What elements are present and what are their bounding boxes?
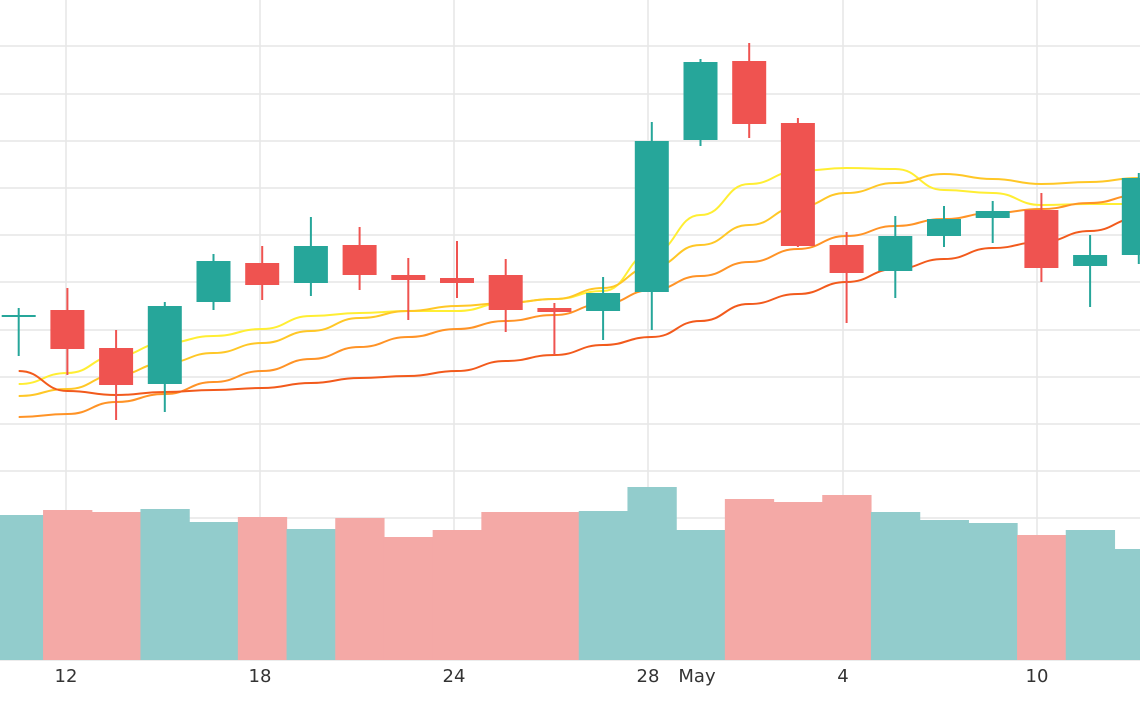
candle	[780, 118, 815, 247]
candle	[1073, 235, 1108, 307]
volume-bar	[530, 512, 580, 660]
candle-body	[147, 306, 182, 384]
candle	[537, 303, 572, 355]
volume-bar	[335, 518, 385, 660]
candle-body	[1, 315, 36, 317]
candle-body	[342, 245, 377, 275]
x-tick-label: 28	[637, 666, 660, 687]
volume-bar	[91, 512, 142, 660]
volume-bar	[237, 517, 288, 660]
x-tick-label: 12	[55, 666, 78, 687]
candle-body	[1024, 210, 1059, 268]
volume-bar	[919, 520, 969, 660]
candle	[975, 201, 1010, 243]
candle	[829, 232, 864, 323]
candle	[1024, 193, 1059, 282]
candle-body	[1121, 178, 1140, 255]
candle	[196, 254, 231, 310]
volume-bar	[676, 530, 726, 660]
volume-bar	[870, 512, 921, 660]
candle-body	[878, 236, 913, 271]
volume-bar	[627, 487, 677, 660]
candle-body	[586, 293, 621, 311]
x-tick-label: 10	[1026, 666, 1049, 687]
candle	[683, 59, 718, 146]
volume-bar	[724, 499, 775, 660]
candle-body	[683, 62, 718, 140]
moving-average-lines	[18, 166, 1139, 418]
volume-bar	[1017, 535, 1067, 660]
volume-bar	[822, 495, 872, 660]
candle-body	[927, 219, 961, 236]
candle-body	[488, 275, 523, 310]
moving-average-line	[18, 172, 1139, 397]
candle-body	[975, 211, 1010, 218]
volume-bar	[286, 529, 336, 660]
candle-body	[537, 308, 572, 312]
candle-body	[196, 261, 231, 302]
x-tick-label: 18	[249, 666, 272, 687]
volume-bar	[383, 537, 434, 660]
volume-bars	[0, 487, 1140, 660]
candle-body	[245, 263, 280, 285]
candle	[342, 227, 377, 290]
candle-body	[732, 61, 767, 124]
x-axis: 12 18 24 28 May 4 10	[55, 666, 1049, 687]
candle	[927, 206, 961, 247]
moving-average-line	[18, 217, 1139, 397]
volume-bar	[0, 515, 44, 660]
candle	[1, 308, 36, 356]
candle	[878, 216, 913, 298]
volume-bar	[968, 523, 1018, 660]
x-tick-label: 4	[837, 666, 848, 687]
candle	[391, 258, 426, 320]
moving-average-line	[18, 166, 1139, 385]
candle	[634, 122, 669, 330]
volume-bar	[1065, 530, 1116, 660]
volume-bar	[43, 510, 93, 660]
volume-bar	[1114, 549, 1140, 660]
x-tick-label: May	[678, 666, 716, 687]
candle	[293, 217, 328, 296]
candle-body	[634, 141, 669, 292]
candle-body	[293, 246, 328, 283]
candle	[147, 302, 182, 412]
candles	[1, 43, 1140, 420]
moving-average-line	[18, 194, 1139, 418]
candle-body	[440, 278, 474, 283]
candle	[245, 246, 280, 300]
volume-bar	[773, 502, 823, 660]
candle-body	[829, 245, 864, 273]
candle	[586, 277, 621, 340]
candle	[440, 241, 474, 298]
candle	[1121, 173, 1140, 264]
volume-bar	[578, 511, 629, 660]
candle-body	[99, 348, 134, 385]
volume-bar	[140, 509, 190, 660]
candle	[732, 43, 767, 138]
volume-bar	[481, 512, 531, 660]
candle-body	[391, 275, 426, 280]
candle	[488, 259, 523, 332]
candle	[99, 330, 134, 420]
candle-body	[780, 123, 815, 246]
x-tick-label: 24	[443, 666, 466, 687]
volume-bar	[189, 522, 239, 660]
candle	[50, 288, 85, 375]
candle-body	[1073, 255, 1108, 266]
candle-body	[50, 310, 85, 349]
volume-bar	[432, 530, 482, 660]
